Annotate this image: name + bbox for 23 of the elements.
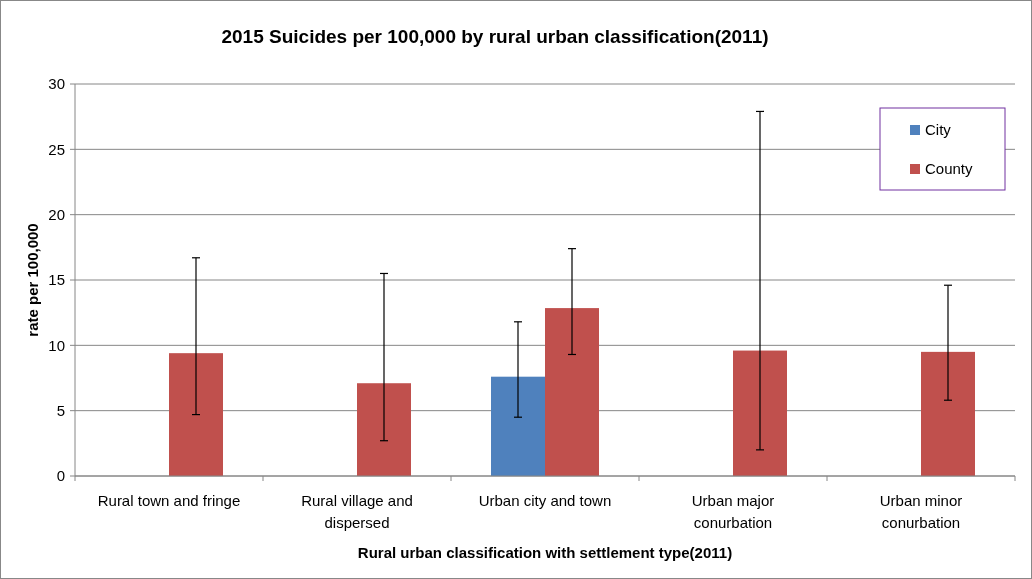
y-tick-label: 15	[48, 271, 65, 289]
legend-label: County	[925, 160, 974, 178]
bar	[545, 308, 599, 476]
chart-title: 2015 Suicides per 100,000 by rural urban classification(2011)	[221, 26, 769, 47]
y-tick-label: 10	[48, 336, 65, 354]
y-axis-title: rate per 100,000	[24, 223, 41, 337]
y-tick-label: 5	[56, 401, 65, 419]
x-tick-label: Rural town and fringe	[97, 492, 241, 509]
bar	[169, 353, 223, 476]
y-tick-label: 30	[48, 75, 65, 93]
bar	[733, 350, 787, 476]
bar	[357, 383, 411, 476]
legend-label: City	[925, 121, 952, 139]
bar	[491, 376, 545, 476]
x-tick-label: Urban minor conurbation	[879, 492, 963, 531]
bar	[921, 351, 975, 476]
y-tick-label: 25	[48, 140, 65, 158]
x-axis-title: Rural urban classification with settlement type(2011)	[357, 544, 733, 561]
y-tick-label: 20	[48, 205, 65, 223]
y-tick-label: 0	[56, 467, 65, 485]
x-tick-label: Urban major conurbation	[691, 492, 775, 531]
x-tick-label: Urban city and town	[478, 492, 612, 509]
x-tick-label: Rural village and dispersed	[301, 492, 413, 531]
